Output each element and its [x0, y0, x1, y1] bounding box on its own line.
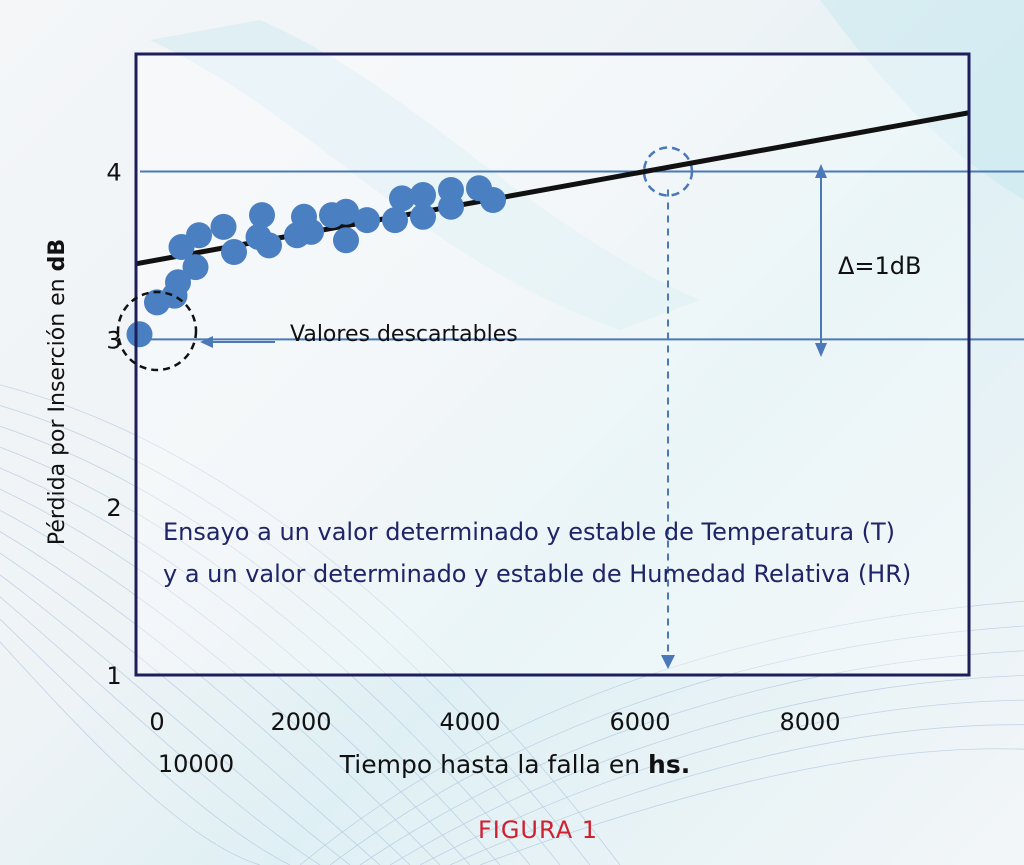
- failure-marker: [642, 146, 694, 669]
- plot-background: [136, 54, 969, 675]
- data-point: [389, 185, 415, 212]
- y-tick-label: 2: [106, 494, 121, 522]
- failure-circle: [642, 146, 694, 197]
- x-axis-label: Tiempo hasta la falla en hs.: [339, 750, 690, 779]
- reference-lines: [140, 170, 1024, 341]
- data-points: [126, 175, 506, 348]
- x-tick-label: 4000: [439, 708, 500, 736]
- x-axis-label-unit: hs.: [648, 750, 690, 779]
- y-tick-label: 4: [106, 158, 121, 186]
- data-point: [182, 254, 209, 281]
- data-point: [186, 222, 212, 249]
- data-point: [410, 181, 436, 208]
- data-point: [354, 207, 380, 234]
- discardable-annotation: Valores descartables: [116, 290, 518, 372]
- x-tick-label: 2000: [270, 708, 331, 736]
- x-axis-label-text: Tiempo hasta la falla en: [339, 750, 640, 779]
- discardable-circle: [116, 290, 198, 372]
- data-point: [126, 321, 153, 348]
- x-tick-label: 10000: [158, 750, 234, 778]
- data-point: [382, 207, 408, 234]
- delta-arrow-up: [815, 164, 827, 178]
- annotation-label: Valores descartables: [290, 322, 518, 347]
- delta-indicator: Δ=1dB: [815, 164, 922, 357]
- failure-arrowhead: [661, 655, 675, 669]
- x-tick-label: 8000: [779, 708, 840, 736]
- y-tick-label: 3: [106, 326, 121, 354]
- annotation-arrowhead: [200, 336, 213, 348]
- y-axis-label-text: Pérdida por Inserción en: [45, 278, 70, 545]
- data-point: [480, 187, 506, 214]
- data-point: [249, 202, 275, 229]
- data-point: [333, 227, 359, 254]
- y-tick-labels: 1 2 3 4: [106, 158, 121, 690]
- data-point: [410, 203, 436, 230]
- delta-arrow-down: [815, 343, 827, 357]
- data-point: [256, 232, 282, 259]
- data-point: [221, 239, 247, 266]
- plot-frame: [134, 52, 971, 677]
- y-axis-label: Pérdida por Inserción en dB: [45, 239, 70, 545]
- data-point: [165, 269, 191, 296]
- note-line-2: y a un valor determinado y estable de Hu…: [163, 560, 911, 588]
- data-point: [333, 198, 359, 225]
- data-point: [438, 176, 464, 203]
- figure-label: FIGURA 1: [478, 816, 598, 844]
- data-point: [210, 213, 237, 240]
- x-tick-label: 6000: [609, 708, 670, 736]
- data-point: [298, 218, 324, 245]
- y-axis-label-unit: dB: [45, 239, 70, 272]
- note-line-1: Ensayo a un valor determinado y estable …: [163, 518, 895, 546]
- y-tick-label: 1: [106, 662, 121, 690]
- x-tick-label: 0: [149, 708, 164, 736]
- delta-label: Δ=1dB: [838, 252, 922, 280]
- x-tick-labels: 0 2000 4000 6000 8000 10000: [149, 708, 840, 778]
